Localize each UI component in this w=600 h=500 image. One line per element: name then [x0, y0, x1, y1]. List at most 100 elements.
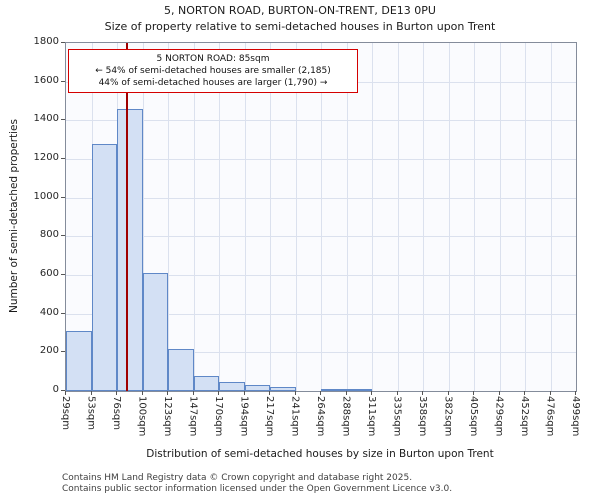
- histogram-bar: [168, 349, 194, 391]
- x-axis-tick: [320, 391, 321, 395]
- footer: Contains HM Land Registry data © Crown c…: [62, 473, 452, 495]
- x-axis-tick: [524, 391, 525, 395]
- x-tick-label: 335sqm: [391, 396, 403, 437]
- x-tick-label: 170sqm: [213, 396, 224, 437]
- x-tick-label: 100sqm: [136, 396, 148, 437]
- gridline-vertical: [372, 43, 373, 391]
- x-tick-label: 53sqm: [85, 396, 97, 431]
- gridline-vertical: [499, 43, 501, 391]
- histogram-bar: [321, 389, 347, 391]
- gridline-vertical: [448, 43, 450, 391]
- annotation-box: 5 NORTON ROAD: 85sqm ← 54% of semi-detac…: [68, 49, 358, 93]
- annotation-property-line: 5 NORTON ROAD: 85sqm: [156, 54, 270, 64]
- x-axis-tick: [549, 391, 551, 395]
- gridline-vertical: [168, 43, 169, 391]
- property-marker-line: [126, 43, 128, 391]
- x-tick-label: 288sqm: [340, 396, 352, 437]
- x-tick-label: 147sqm: [187, 396, 199, 437]
- x-tick-label: 76sqm: [111, 396, 122, 431]
- x-axis-tick: [269, 391, 270, 395]
- histogram-bar: [219, 382, 245, 391]
- gridline-vertical: [550, 43, 552, 391]
- histogram-bar: [244, 385, 270, 391]
- y-tick-label: 1400: [33, 113, 59, 125]
- x-tick-label: 476sqm: [544, 396, 556, 437]
- plot-area: [65, 42, 577, 392]
- y-axis-tick: [61, 351, 65, 353]
- histogram-bar: [270, 387, 296, 391]
- x-tick-label: 123sqm: [162, 396, 173, 437]
- x-axis-tick: [90, 391, 92, 395]
- y-tick-label: 1800: [33, 36, 59, 47]
- x-axis-tick: [498, 391, 500, 395]
- x-axis-tick: [575, 391, 576, 395]
- y-axis-tick: [61, 390, 65, 391]
- y-tick-label: 600: [39, 268, 59, 279]
- y-axis-tick: [61, 42, 65, 43]
- histogram-bar: [66, 331, 92, 391]
- x-tick-label: 382sqm: [442, 396, 454, 437]
- gridline-vertical: [423, 43, 424, 391]
- y-tick-label: 1000: [33, 190, 59, 202]
- y-tick-label: 1600: [33, 74, 59, 86]
- y-tick-label: 200: [39, 345, 59, 357]
- x-axis-tick: [218, 391, 219, 395]
- x-tick-label: 217sqm: [264, 396, 275, 437]
- x-axis-label: Distribution of semi-detached houses by …: [146, 448, 494, 460]
- gridline-vertical: [295, 43, 297, 391]
- chart-subtitle: Size of property relative to semi-detach…: [104, 20, 496, 33]
- histogram-bar: [142, 273, 168, 391]
- histogram-bar: [193, 376, 219, 391]
- x-axis-tick: [192, 391, 194, 395]
- gridline-vertical: [219, 43, 220, 391]
- y-tick-label: 1200: [33, 152, 59, 163]
- x-axis-tick: [141, 391, 143, 395]
- gridline-vertical: [474, 43, 475, 391]
- y-axis-tick: [61, 119, 65, 121]
- y-axis-tick: [61, 235, 65, 237]
- x-axis-tick: [345, 391, 347, 395]
- gridline-vertical: [321, 43, 322, 391]
- x-axis-tick: [65, 391, 66, 395]
- x-axis-tick: [116, 391, 117, 395]
- x-axis-tick: [473, 391, 474, 395]
- x-tick-label: 405sqm: [468, 396, 479, 437]
- gridline-vertical: [270, 43, 271, 391]
- x-tick-label: 429sqm: [493, 396, 505, 437]
- histogram-bar: [346, 389, 372, 391]
- y-axis-tick: [61, 274, 65, 275]
- annotation-larger-line: 44% of semi-detached houses are larger (…: [98, 78, 328, 88]
- x-axis-tick: [243, 391, 245, 395]
- y-tick-label: 800: [39, 229, 59, 241]
- x-tick-label: 311sqm: [366, 396, 377, 437]
- x-tick-label: 241sqm: [289, 396, 301, 437]
- x-axis-tick: [167, 391, 168, 395]
- y-tick-label: 400: [39, 306, 59, 318]
- x-axis-tick: [396, 391, 398, 395]
- gridline-vertical: [346, 43, 348, 391]
- y-axis-tick: [61, 312, 65, 314]
- gridline-vertical: [193, 43, 195, 391]
- x-axis-tick: [422, 391, 423, 395]
- histogram-bar: [117, 109, 143, 391]
- annotation-smaller-line: ← 54% of semi-detached houses are smalle…: [95, 66, 331, 76]
- x-tick-label: 29sqm: [60, 396, 71, 431]
- y-axis-tick: [61, 196, 65, 198]
- gridline-vertical: [525, 43, 526, 391]
- x-tick-label: 452sqm: [519, 396, 530, 437]
- y-axis-tick: [61, 80, 65, 82]
- footer-copyright-line: Contains HM Land Registry data © Crown c…: [62, 473, 413, 483]
- x-tick-label: 499sqm: [570, 396, 581, 437]
- x-axis-tick: [371, 391, 372, 395]
- footer-licence-line: Contains public sector information licen…: [62, 484, 453, 494]
- x-tick-label: 358sqm: [417, 396, 428, 437]
- chart-title: 5, NORTON ROAD, BURTON-ON-TRENT, DE13 0P…: [164, 4, 436, 17]
- y-tick-label: 0: [52, 384, 59, 395]
- x-tick-label: 264sqm: [315, 396, 326, 437]
- histogram-bar: [91, 144, 117, 391]
- x-axis-tick: [447, 391, 449, 395]
- gridline-vertical: [244, 43, 246, 391]
- x-axis-tick: [294, 391, 296, 395]
- x-tick-label: 194sqm: [238, 396, 250, 437]
